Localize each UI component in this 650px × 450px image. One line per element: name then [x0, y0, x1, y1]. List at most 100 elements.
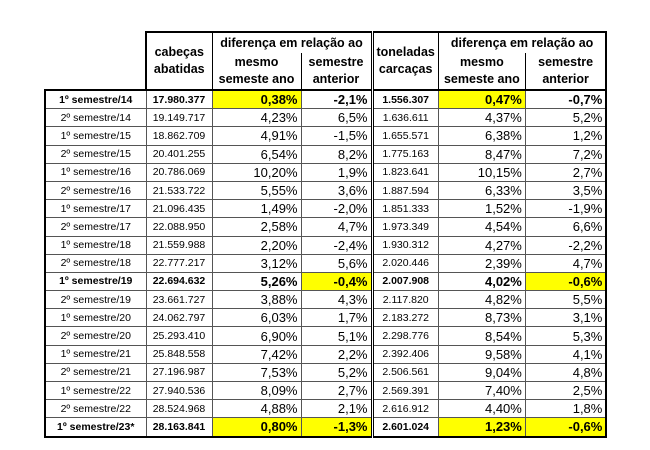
toneladas-prev-semester: -1,9%: [524, 199, 608, 219]
cabecas-prev-semester: 4,3%: [300, 290, 374, 310]
cabecas-value: 22.694.632: [145, 271, 213, 292]
cabecas-yoy: 6,54%: [211, 144, 302, 164]
table-row: 1º semestre/19 22.694.632 5,26% -0,4% 2.007.…: [44, 271, 608, 292]
toneladas-prev-semester: -0,6%: [524, 271, 608, 292]
cabecas-prev-semester: 1,9%: [300, 162, 374, 182]
row-label: 2º semestre/14: [44, 108, 147, 128]
toneladas-yoy: 4,02%: [437, 271, 526, 292]
toneladas-value: 2.298.776: [371, 326, 439, 346]
toneladas-value: 2.007.908: [371, 271, 439, 292]
header-diff-group-cabecas: diferença em relação ao: [211, 31, 374, 53]
cabecas-prev-semester: 1,7%: [300, 308, 374, 328]
toneladas-yoy: 4,40%: [437, 399, 526, 419]
toneladas-prev-semester: 5,5%: [524, 290, 608, 310]
cabecas-prev-semester: 5,2%: [300, 362, 374, 383]
table-row: 2º semestre/14 19.149.717 4,23% 6,5% 1.636.6…: [44, 108, 608, 128]
cabecas-value: 27.940.536: [145, 380, 213, 401]
toneladas-value: 2.020.446: [371, 253, 439, 273]
toneladas-prev-semester: 3,1%: [524, 308, 608, 328]
cabecas-yoy: 6,90%: [211, 326, 302, 346]
row-label: 1º semestre/15: [44, 126, 147, 146]
header-mesmo-toneladas: mesmo semeste ano: [437, 53, 526, 91]
header-semestre-toneladas: semestre anterior: [524, 53, 608, 91]
toneladas-value: 2.601.024: [371, 417, 439, 438]
cabecas-yoy: 7,53%: [211, 362, 302, 383]
cabecas-value: 21.559.988: [145, 235, 213, 255]
table-row: 2º semestre/18 22.777.217 3,12% 5,6% 2.020.4…: [44, 253, 608, 273]
row-label: 1º semestre/17: [44, 199, 147, 219]
cabecas-yoy: 7,42%: [211, 344, 302, 364]
cabecas-yoy: 6,03%: [211, 308, 302, 328]
toneladas-yoy: 9,58%: [437, 344, 526, 364]
cabecas-prev-semester: -2,1%: [300, 89, 374, 110]
row-label: 2º semestre/21: [44, 362, 147, 383]
cabecas-value: 20.401.255: [145, 144, 213, 164]
cabecas-yoy: 2,58%: [211, 217, 302, 237]
toneladas-yoy: 9,04%: [437, 362, 526, 383]
table-row: 1º semestre/17 21.096.435 1,49% -2,0% 1.851.…: [44, 199, 608, 219]
cabecas-value: 24.062.797: [145, 308, 213, 328]
toneladas-prev-semester: 5,3%: [524, 326, 608, 346]
table-row: 2º semestre/20 25.293.410 6,90% 5,1% 2.298.7…: [44, 326, 608, 346]
toneladas-yoy: 4,82%: [437, 290, 526, 310]
toneladas-yoy: 0,47%: [437, 89, 526, 110]
toneladas-prev-semester: 6,6%: [524, 217, 608, 237]
table-row: 2º semestre/16 21.533.722 5,55% 3,6% 1.887.5…: [44, 180, 608, 201]
table-row: 2º semestre/22 28.524.968 4,88% 2,1% 2.616.9…: [44, 399, 608, 419]
cabecas-value: 27.196.987: [145, 362, 213, 383]
toneladas-prev-semester: -0,6%: [524, 417, 608, 438]
toneladas-prev-semester: 2,5%: [524, 380, 608, 401]
table-row: 1º semestre/22 27.940.536 8,09% 2,7% 2.569.3…: [44, 380, 608, 401]
row-label: 2º semestre/15: [44, 144, 147, 164]
cabecas-prev-semester: 2,2%: [300, 344, 374, 364]
cabecas-prev-semester: 8,2%: [300, 144, 374, 164]
cabecas-yoy: 8,09%: [211, 380, 302, 401]
toneladas-prev-semester: 4,1%: [524, 344, 608, 364]
header-toneladas: toneladas carcaças: [371, 31, 439, 91]
row-label: 2º semestre/18: [44, 253, 147, 273]
cabecas-value: 17.980.377: [145, 89, 213, 110]
cabecas-value: 19.149.717: [145, 108, 213, 128]
row-label: 1º semestre/16: [44, 162, 147, 182]
toneladas-value: 2.506.561: [371, 362, 439, 383]
header-cabecas: cabeças abatidas: [145, 31, 213, 91]
cabecas-prev-semester: 2,1%: [300, 399, 374, 419]
table-row: 2º semestre/17 22.088.950 2,58% 4,7% 1.973.3…: [44, 217, 608, 237]
cabecas-prev-semester: 3,6%: [300, 180, 374, 201]
cabecas-value: 23.661.727: [145, 290, 213, 310]
table-row: 2º semestre/21 27.196.987 7,53% 5,2% 2.506.5…: [44, 362, 608, 383]
row-label: 1º semestre/14: [44, 89, 147, 110]
table-row: 1º semestre/21 25.848.558 7,42% 2,2% 2.392.4…: [44, 344, 608, 364]
toneladas-prev-semester: -2,2%: [524, 235, 608, 255]
cabecas-yoy: 10,20%: [211, 162, 302, 182]
toneladas-yoy: 4,54%: [437, 217, 526, 237]
toneladas-prev-semester: 4,8%: [524, 362, 608, 383]
cabecas-yoy: 5,26%: [211, 271, 302, 292]
table-row: 1º semestre/18 21.559.988 2,20% -2,4% 1.930.…: [44, 235, 608, 255]
toneladas-yoy: 7,40%: [437, 380, 526, 401]
cabecas-prev-semester: -2,0%: [300, 199, 374, 219]
corner-blank: [45, 32, 147, 91]
header-semestre-cabecas: semestre anterior: [300, 53, 374, 91]
cabecas-yoy: 3,88%: [211, 290, 302, 310]
toneladas-value: 2.117.820: [371, 290, 439, 310]
slaughter-table: cabeças abatidas diferença em relação ao…: [44, 31, 608, 438]
cabecas-value: 20.786.069: [145, 162, 213, 182]
cabecas-yoy: 5,55%: [211, 180, 302, 201]
toneladas-value: 1.851.333: [371, 199, 439, 219]
row-label: 2º semestre/19: [44, 290, 147, 310]
header-mesmo-cabecas: mesmo semeste ano: [211, 53, 302, 91]
cabecas-value: 25.293.410: [145, 326, 213, 346]
cabecas-yoy: 4,91%: [211, 126, 302, 146]
row-label: 2º semestre/17: [44, 217, 147, 237]
toneladas-prev-semester: -0,7%: [524, 89, 608, 110]
cabecas-prev-semester: 6,5%: [300, 108, 374, 128]
cabecas-prev-semester: -2,4%: [300, 235, 374, 255]
cabecas-prev-semester: 2,7%: [300, 380, 374, 401]
toneladas-value: 1.775.163: [371, 144, 439, 164]
toneladas-yoy: 1,23%: [437, 417, 526, 438]
toneladas-yoy: 8,73%: [437, 308, 526, 328]
toneladas-value: 1.655.571: [371, 126, 439, 146]
toneladas-value: 2.392.406: [371, 344, 439, 364]
toneladas-prev-semester: 3,5%: [524, 180, 608, 201]
